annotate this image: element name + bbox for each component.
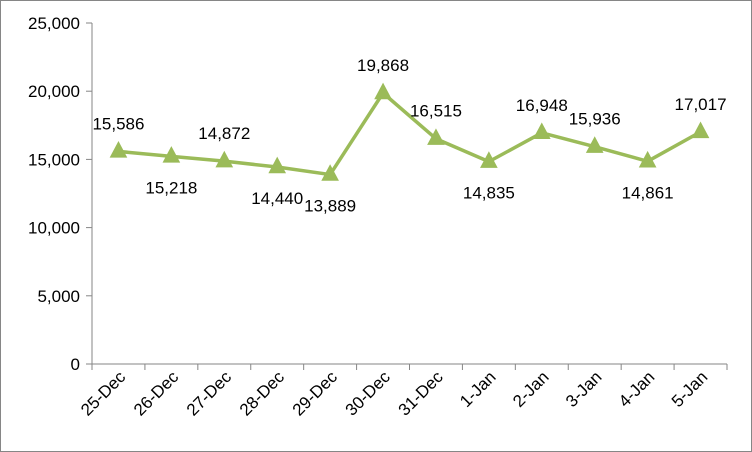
x-tick-label: 3-Jan — [562, 367, 606, 411]
x-tick-label: 25-Dec — [77, 367, 130, 420]
data-point-marker — [109, 141, 128, 158]
x-tick-label: 5-Jan — [668, 367, 712, 411]
data-point-marker — [321, 164, 339, 181]
data-point-marker — [427, 128, 445, 145]
x-tick-label: 26-Dec — [130, 367, 183, 420]
y-tick-label: 0 — [71, 355, 80, 374]
data-point-marker — [585, 136, 604, 153]
data-label: 16,948 — [516, 96, 568, 115]
data-label: 15,586 — [92, 114, 144, 133]
data-label: 13,889 — [304, 197, 356, 216]
x-tick-label: 28-Dec — [236, 367, 289, 420]
data-point-marker — [268, 156, 287, 174]
data-label: 15,218 — [145, 178, 197, 197]
data-label: 14,861 — [622, 183, 674, 202]
data-point-marker — [162, 146, 181, 163]
data-point-marker — [215, 150, 234, 168]
y-tick-label: 10,000 — [28, 219, 80, 238]
x-tick-label: 29-Dec — [289, 367, 342, 420]
x-axis: 25-Dec 26-Dec 27-Dec 28-Dec 29-Dec 30-Dec 31-D… — [77, 363, 728, 420]
x-tick-label: 1-Jan — [456, 367, 500, 411]
data-point-marker — [374, 82, 392, 100]
data-point-marker — [638, 150, 657, 168]
series-group — [109, 82, 710, 181]
data-labels: 15,586 15,218 14,872 14,440 13,889 19,868 16,5… — [92, 56, 726, 216]
x-tick-label: 2-Jan — [509, 367, 553, 411]
data-point-marker — [532, 122, 551, 140]
y-tick-label: 15,000 — [28, 150, 80, 169]
data-label: 16,515 — [410, 102, 462, 121]
data-label: 19,868 — [357, 56, 409, 75]
y-tick-label: 20,000 — [28, 82, 80, 101]
data-label: 14,872 — [198, 124, 250, 143]
y-tick-label: 5,000 — [37, 287, 80, 306]
data-point-marker — [691, 121, 710, 139]
data-point-marker — [480, 151, 498, 168]
x-tick-label: 27-Dec — [183, 367, 236, 420]
data-label: 14,835 — [463, 184, 515, 203]
x-tick-label: 4-Jan — [615, 367, 659, 411]
x-tick-label: 31-Dec — [395, 367, 448, 420]
series-line — [118, 91, 702, 177]
data-label: 15,936 — [569, 110, 621, 129]
data-label: 14,440 — [251, 189, 303, 208]
y-tick-label: 25,000 — [28, 14, 80, 33]
x-tick-label: 30-Dec — [342, 367, 395, 420]
data-label: 17,017 — [675, 95, 727, 114]
y-axis: 0 5,000 10,000 15,000 20,000 25,000 — [28, 14, 93, 374]
